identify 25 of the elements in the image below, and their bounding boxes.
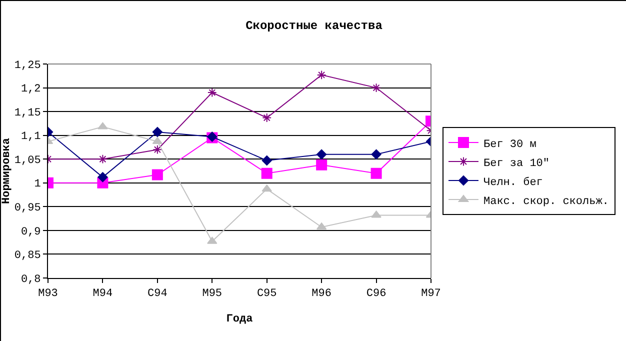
x-tick-label: M95 [202,288,222,300]
y-tick-label: 1,2 [20,84,41,96]
x-axis-title: Года [226,313,254,326]
y-tick-label: 1,1 [20,131,42,144]
x-tick-label: M93 [38,288,58,300]
x-tick-label: M94 [92,288,114,300]
legend-label: Бег 30 м [483,138,537,151]
y-tick-label: 1 [34,178,42,191]
legend-label: Бег за 10" [483,158,550,170]
chart-title: Скоростные качества [246,19,382,34]
legend-label: Макс. скор. скольж. [483,196,609,208]
y-tick-label: 1,15 [14,107,41,120]
x-tick-label: C95 [256,288,277,300]
y-tick-label: 1,05 [14,154,41,167]
y-tick-label: 1,25 [14,60,41,72]
y-tick-label: 0,8 [20,274,41,286]
y-tick-label: 0,85 [14,250,41,262]
legend-label: Челн. бег [483,176,543,189]
x-tick-label: C96 [366,288,386,300]
y-axis-title: Нормировка [1,138,13,204]
x-tick-label: M97 [421,288,441,300]
y-tick-label: 0,9 [20,226,41,238]
x-tick-label: C94 [148,288,168,300]
y-tick-label: 0,95 [14,202,41,215]
x-tick-label: M96 [312,288,332,300]
